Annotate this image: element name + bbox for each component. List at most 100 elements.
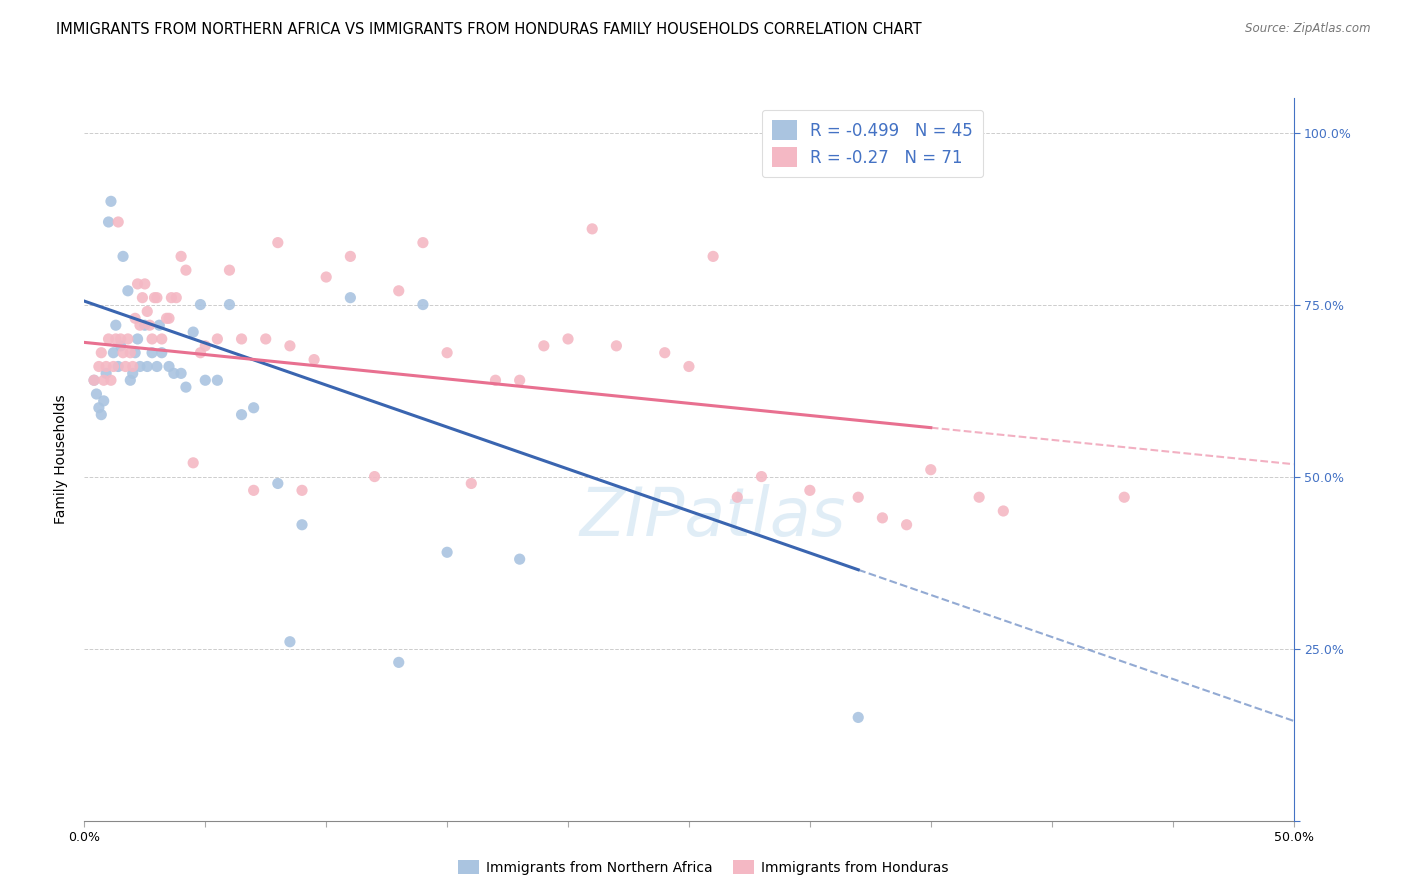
Point bbox=[110, 332, 132, 346]
Point bbox=[242, 401, 264, 415]
Legend: R = -0.499   N = 45, R = -0.27   N = 71: R = -0.499 N = 45, R = -0.27 N = 71 bbox=[762, 110, 983, 178]
Point bbox=[127, 332, 149, 346]
Point bbox=[581, 222, 603, 236]
Point bbox=[242, 483, 264, 498]
Point bbox=[846, 490, 869, 504]
Point bbox=[83, 373, 105, 387]
Point bbox=[291, 483, 314, 498]
Point bbox=[104, 332, 127, 346]
Point bbox=[194, 339, 217, 353]
Point bbox=[725, 490, 748, 504]
Point bbox=[278, 339, 301, 353]
Point bbox=[87, 401, 110, 415]
Point bbox=[134, 277, 156, 291]
Point bbox=[163, 367, 186, 381]
Point bbox=[702, 249, 724, 263]
Point bbox=[509, 552, 531, 566]
Point bbox=[967, 490, 990, 504]
Point bbox=[654, 345, 676, 359]
Point bbox=[146, 291, 169, 305]
Point bbox=[124, 345, 146, 359]
Point bbox=[87, 359, 110, 374]
Point bbox=[174, 263, 197, 277]
Point bbox=[291, 517, 314, 532]
Point bbox=[194, 373, 217, 387]
Point bbox=[412, 235, 434, 250]
Point bbox=[104, 318, 127, 333]
Point bbox=[94, 367, 117, 381]
Legend: Immigrants from Northern Africa, Immigrants from Honduras: Immigrants from Northern Africa, Immigra… bbox=[453, 855, 953, 880]
Point bbox=[150, 332, 173, 346]
Point bbox=[678, 359, 700, 374]
Point bbox=[388, 656, 411, 670]
Point bbox=[146, 359, 169, 374]
Point bbox=[134, 318, 156, 333]
Point bbox=[127, 277, 149, 291]
Point bbox=[436, 345, 458, 359]
Point bbox=[363, 469, 385, 483]
Point bbox=[388, 284, 411, 298]
Point bbox=[86, 387, 108, 401]
Point bbox=[120, 345, 142, 359]
Point bbox=[136, 359, 159, 374]
Point bbox=[112, 345, 135, 359]
Point bbox=[605, 339, 627, 353]
Point bbox=[143, 291, 166, 305]
Point bbox=[190, 297, 212, 311]
Point bbox=[141, 332, 163, 346]
Point bbox=[799, 483, 821, 498]
Point bbox=[107, 359, 129, 374]
Y-axis label: Family Households: Family Households bbox=[55, 394, 69, 524]
Text: IMMIGRANTS FROM NORTHERN AFRICA VS IMMIGRANTS FROM HONDURAS FAMILY HOUSEHOLDS CO: IMMIGRANTS FROM NORTHERN AFRICA VS IMMIG… bbox=[56, 22, 922, 37]
Point bbox=[136, 304, 159, 318]
Point bbox=[231, 408, 253, 422]
Point bbox=[557, 332, 579, 346]
Point bbox=[103, 359, 125, 374]
Point bbox=[181, 325, 204, 339]
Point bbox=[103, 345, 125, 359]
Point bbox=[93, 373, 115, 387]
Point bbox=[100, 373, 122, 387]
Point bbox=[121, 359, 143, 374]
Point bbox=[129, 359, 152, 374]
Point bbox=[231, 332, 253, 346]
Point bbox=[533, 339, 555, 353]
Point bbox=[114, 359, 136, 374]
Point bbox=[170, 249, 193, 263]
Point bbox=[121, 367, 143, 381]
Point bbox=[93, 393, 115, 408]
Point bbox=[846, 710, 869, 724]
Point bbox=[90, 408, 112, 422]
Point bbox=[83, 373, 105, 387]
Point bbox=[110, 339, 132, 353]
Point bbox=[751, 469, 773, 483]
Point bbox=[174, 380, 197, 394]
Point bbox=[170, 367, 193, 381]
Point bbox=[993, 504, 1015, 518]
Point bbox=[218, 297, 240, 311]
Point bbox=[157, 311, 180, 326]
Point bbox=[129, 318, 152, 333]
Point bbox=[120, 373, 142, 387]
Point bbox=[315, 270, 337, 285]
Point bbox=[278, 634, 301, 648]
Point bbox=[484, 373, 506, 387]
Point bbox=[460, 476, 482, 491]
Point bbox=[339, 249, 361, 263]
Point bbox=[160, 291, 183, 305]
Point bbox=[920, 463, 942, 477]
Point bbox=[872, 511, 894, 525]
Point bbox=[100, 194, 122, 209]
Point bbox=[138, 318, 160, 333]
Point bbox=[165, 291, 187, 305]
Point bbox=[97, 332, 120, 346]
Point bbox=[117, 332, 139, 346]
Text: ZIPatlas: ZIPatlas bbox=[579, 484, 846, 550]
Point bbox=[148, 318, 170, 333]
Point bbox=[339, 291, 361, 305]
Point bbox=[267, 476, 290, 491]
Point bbox=[896, 517, 918, 532]
Point bbox=[509, 373, 531, 387]
Point bbox=[412, 297, 434, 311]
Point bbox=[181, 456, 204, 470]
